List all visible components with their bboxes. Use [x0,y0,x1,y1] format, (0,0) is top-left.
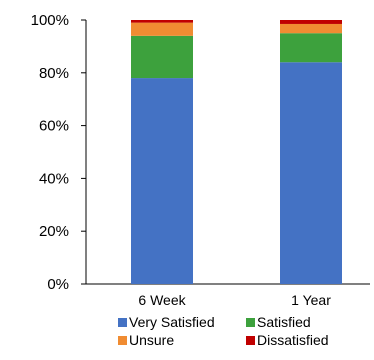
bar-segment-satisfied [131,35,193,79]
y-tick-label: 80% [39,65,69,82]
bar-segment-dissatisfied [280,20,342,24]
y-tick-label: 100% [31,12,69,29]
x-axis: 6 Week 1 Year [86,283,370,308]
legend-label: Satisfied [257,314,311,330]
legend-swatch [246,336,255,345]
legend-swatch [118,336,127,345]
y-tick-label: 20% [39,223,69,240]
legend-label: Dissatisfied [257,332,329,348]
legend-swatch [246,318,255,327]
bars [131,20,342,284]
x-category-label: 6 Week [138,292,186,308]
legend-swatch [118,318,127,327]
bar-segment-unsure [131,22,193,36]
bar-segment-unsure [280,23,342,34]
legend: Very Satisfied Satisfied Unsure Dissatisfie… [118,314,329,348]
y-axis: 0% 20% 40% 60% 80% 100% [31,12,87,293]
x-category-label: 1 Year [291,292,331,308]
bar-segment-very-satisfied [280,62,342,284]
legend-label: Very Satisfied [129,314,215,330]
bar-segment-dissatisfied [131,20,193,23]
y-tick-label: 0% [47,276,69,293]
legend-label: Unsure [129,332,174,348]
y-tick-label: 40% [39,170,69,187]
bar-segment-satisfied [280,33,342,63]
bar-segment-very-satisfied [131,78,193,284]
y-tick-label: 60% [39,118,69,135]
